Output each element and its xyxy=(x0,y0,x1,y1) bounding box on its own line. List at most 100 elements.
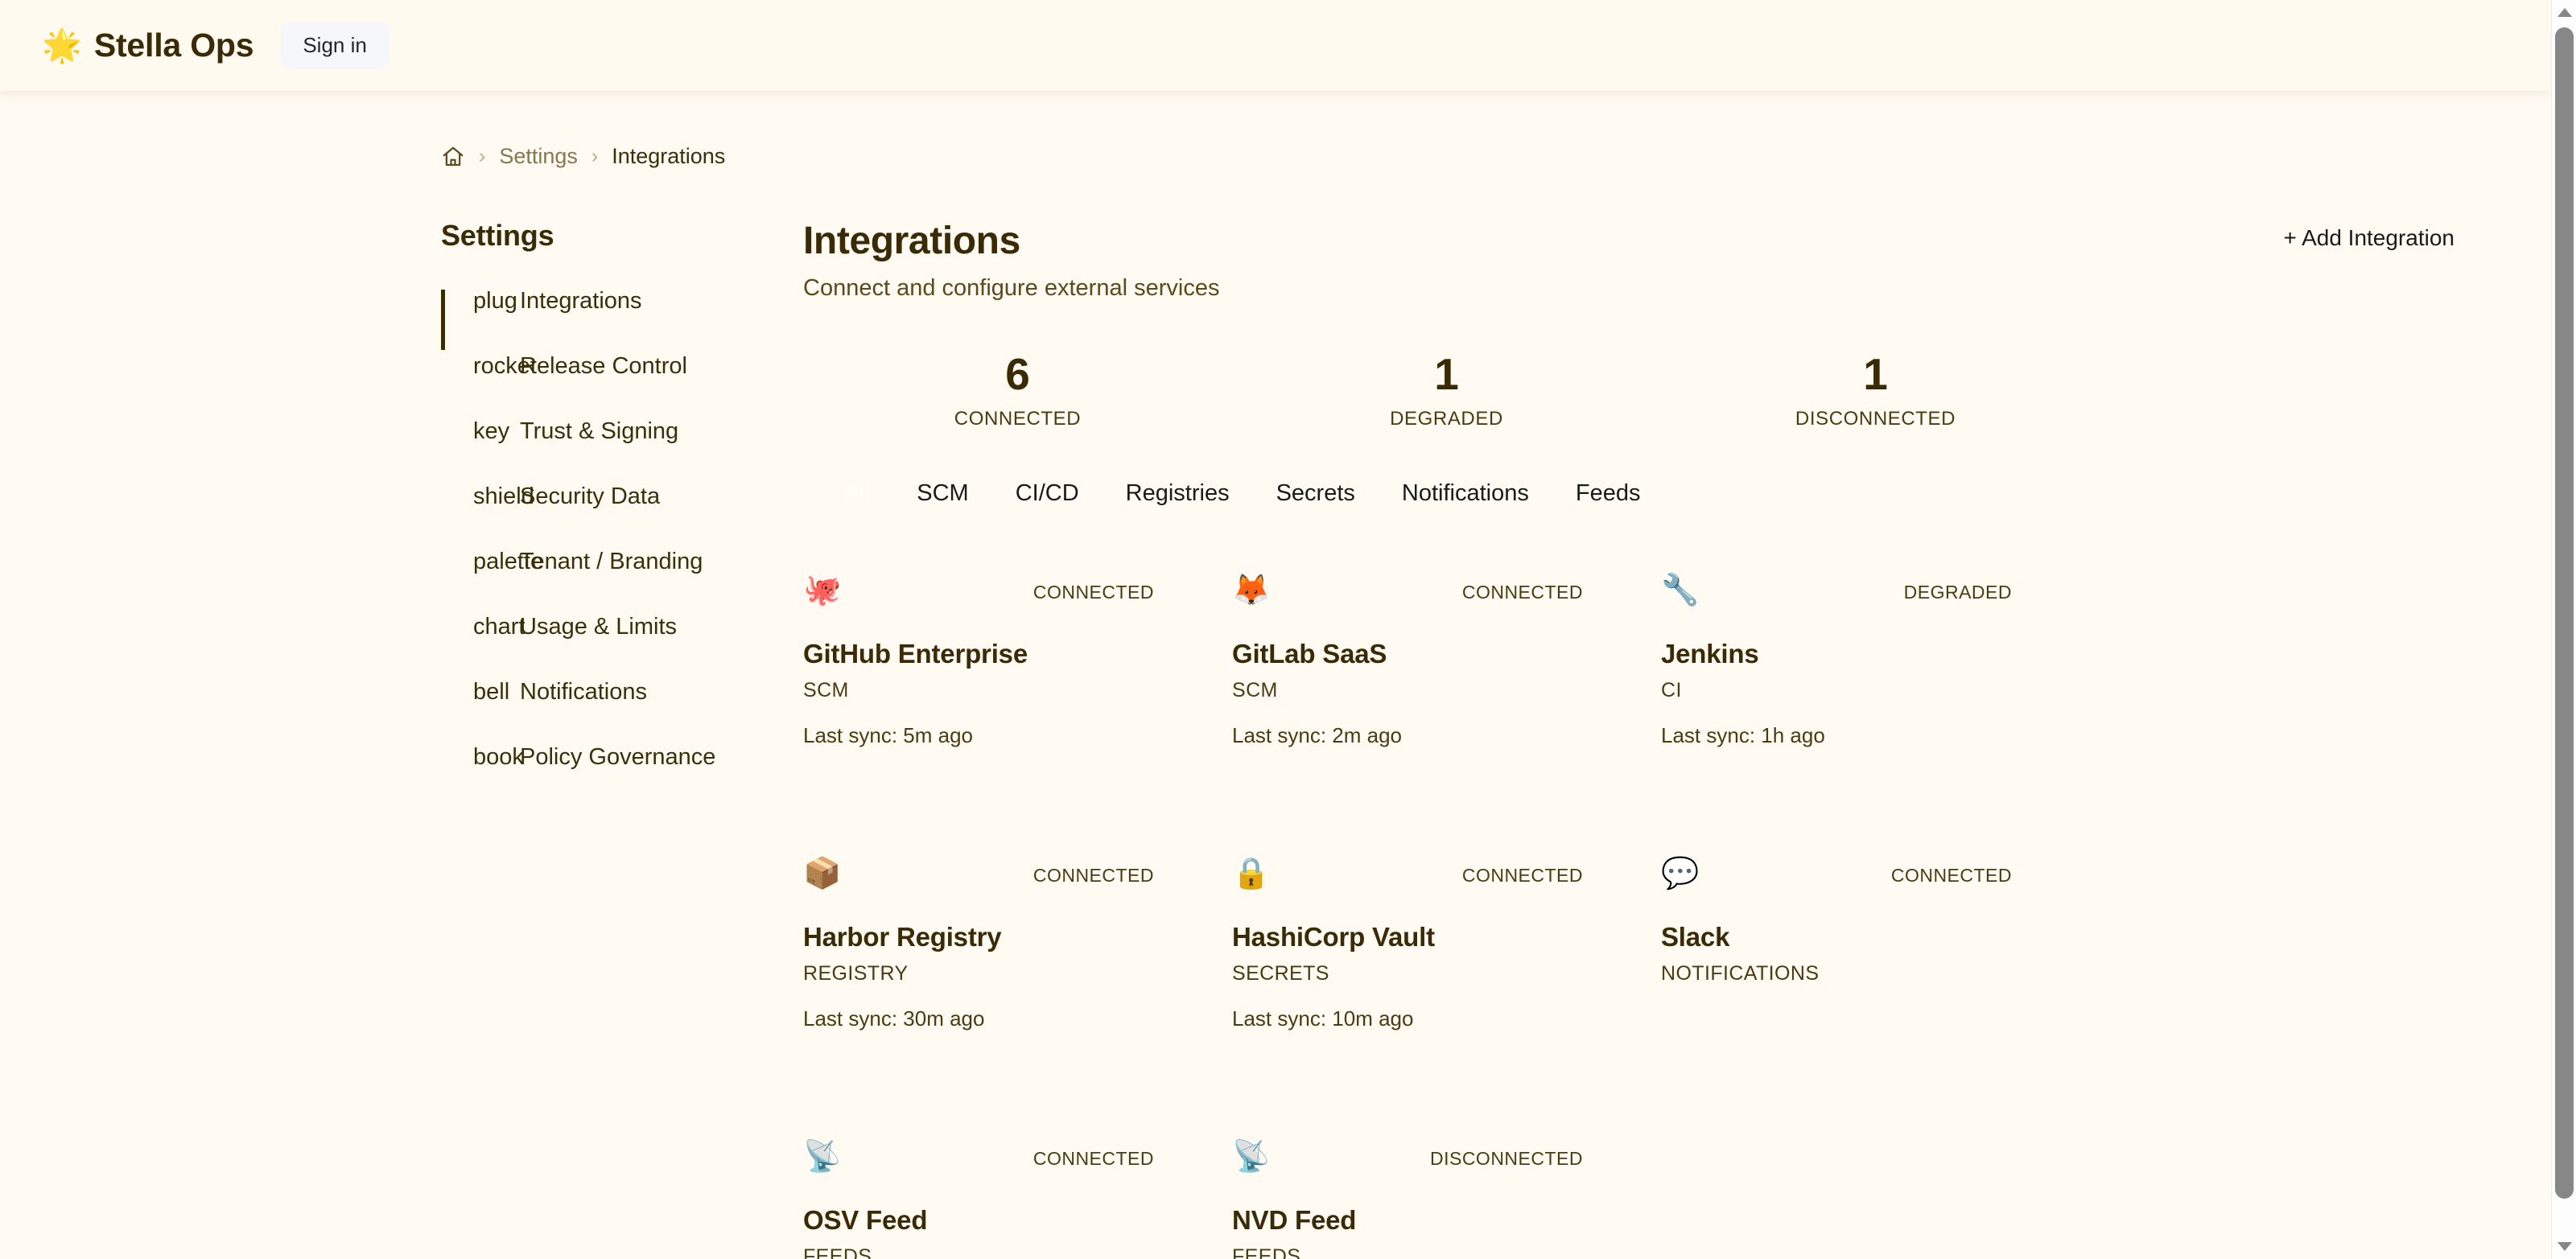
integration-card[interactable]: 📦 CONNECTED Harbor Registry REGISTRY Las… xyxy=(803,858,1232,1031)
brand[interactable]: 🌟 Stella Ops xyxy=(42,27,254,64)
card-title: HashiCorp Vault xyxy=(1232,921,1435,952)
status-badge: CONNECTED xyxy=(1461,581,1583,603)
integration-card[interactable]: 🐙 CONNECTED GitHub Enterprise SCM Last s… xyxy=(803,575,1232,748)
add-integration-button[interactable]: + Add Integration xyxy=(2283,225,2454,250)
tab-secrets[interactable]: Secrets xyxy=(1276,479,1355,506)
app-header: 🌟 Stella Ops Sign in xyxy=(0,0,2551,91)
breadcrumb-item-integrations: Integrations xyxy=(612,144,726,168)
sidebar-item-label: Notifications xyxy=(520,679,647,705)
card-title: GitLab SaaS xyxy=(1232,638,1387,669)
tab-cicd[interactable]: CI/CD xyxy=(1015,479,1079,506)
sidebar-item-tenant-branding[interactable]: palette Tenant / Branding xyxy=(473,549,703,574)
main-header-text: Integrations Connect and configure exter… xyxy=(803,219,1219,302)
card-top: 📦 CONNECTED xyxy=(803,858,1232,900)
sidebar-item-label: Security Data xyxy=(520,483,661,509)
card-top: 🐙 CONNECTED xyxy=(803,575,1232,617)
fox-icon: 🦊 xyxy=(1232,573,1271,607)
sidebar-item-integrations[interactable]: plug Integrations xyxy=(441,288,793,353)
card-title: OSV Feed xyxy=(803,1204,928,1235)
integration-card[interactable]: 📡 DISCONNECTED NVD Feed FEEDS xyxy=(1232,1142,1661,1259)
card-last-sync: Last sync: 5m ago xyxy=(803,722,973,747)
sign-in-button[interactable]: Sign in xyxy=(281,22,389,69)
integration-card[interactable]: 🦊 CONNECTED GitLab SaaS SCM Last sync: 2… xyxy=(1232,575,1661,748)
tab-scm[interactable]: SCM xyxy=(917,479,969,506)
satellite-antenna-icon: 📡 xyxy=(803,1139,842,1174)
speech-balloon-icon: 💬 xyxy=(1661,856,1700,891)
stat-label: DISCONNECTED xyxy=(1795,407,1956,430)
status-badge: DEGRADED xyxy=(1903,581,2012,603)
scroll-down-arrow-icon[interactable] xyxy=(2552,1234,2576,1259)
sidebar-item-label: Usage & Limits xyxy=(520,614,678,640)
sidebar-item-release-control[interactable]: rocket Release Control xyxy=(473,353,687,379)
integration-card[interactable]: 🔧 DEGRADED Jenkins CI Last sync: 1h ago xyxy=(1661,575,2090,748)
card-title: Jenkins xyxy=(1661,638,1759,669)
stat-value: 1 xyxy=(1434,349,1459,399)
card-category: SECRETS xyxy=(1232,961,1329,985)
star-logo-icon: 🌟 xyxy=(42,27,82,64)
stat-label: CONNECTED xyxy=(954,407,1082,430)
sidebar-item-security-data[interactable]: shield Security Data xyxy=(473,483,661,509)
sidebar-item-label: Release Control xyxy=(520,353,687,379)
card-category: FEEDS xyxy=(1232,1245,1301,1259)
sidebar-item-label: Policy Governance xyxy=(520,744,716,770)
scroll-up-arrow-icon[interactable] xyxy=(2552,0,2576,25)
stat-degraded: 1 DEGRADED xyxy=(1232,349,1661,430)
card-title: Harbor Registry xyxy=(803,921,1002,952)
card-last-sync: Last sync: 2m ago xyxy=(1232,722,1402,747)
card-category: NOTIFICATIONS xyxy=(1661,961,1820,985)
main-panel: Integrations Connect and configure exter… xyxy=(793,219,2551,1259)
card-category: REGISTRY xyxy=(803,961,909,985)
card-last-sync: Last sync: 10m ago xyxy=(1232,1006,1414,1031)
tab-notifications[interactable]: Notifications xyxy=(1401,479,1529,506)
scrollbar-thumb[interactable] xyxy=(2555,27,2574,1199)
card-category: CI xyxy=(1661,678,1682,702)
card-title: NVD Feed xyxy=(1232,1204,1357,1235)
sidebar-item-policy-governance[interactable]: book Policy Governance xyxy=(473,744,716,770)
sidebar-item-label: Tenant / Branding xyxy=(520,549,703,574)
card-last-sync xyxy=(1661,1006,2090,1031)
status-badge: CONNECTED xyxy=(1032,581,1154,603)
card-top: 🔒 CONNECTED xyxy=(1232,858,1661,900)
breadcrumb: › Settings › Integrations xyxy=(0,91,2551,169)
status-badge: CONNECTED xyxy=(1890,864,2012,886)
tab-registries[interactable]: Registries xyxy=(1125,479,1230,506)
status-badge: CONNECTED xyxy=(1461,864,1583,886)
tab-feeds[interactable]: Feeds xyxy=(1575,479,1641,506)
sidebar-item-label: Integrations xyxy=(520,288,642,314)
sidebar-item-usage-and-limits[interactable]: chart Usage & Limits xyxy=(473,614,678,640)
browser-scrollbar[interactable] xyxy=(2551,0,2576,1259)
integration-card[interactable]: 🔒 CONNECTED HashiCorp Vault SECRETS Last… xyxy=(1232,858,1661,1031)
card-top: 📡 DISCONNECTED xyxy=(1232,1142,1661,1183)
brand-name: Stella Ops xyxy=(93,27,254,64)
breadcrumb-separator: › xyxy=(591,145,599,167)
category-tabs: All SCM CI/CD Registries Secrets Notific… xyxy=(803,472,2454,515)
page-title: Integrations xyxy=(803,220,1020,262)
stat-connected: 6 CONNECTED xyxy=(803,351,1232,430)
card-last-sync: Last sync: 1h ago xyxy=(1661,722,1825,747)
satellite-antenna-icon: 📡 xyxy=(1232,1139,1271,1174)
breadcrumb-item-settings[interactable]: Settings xyxy=(499,144,578,168)
lock-icon: 🔒 xyxy=(1232,856,1271,891)
card-category: SCM xyxy=(803,678,849,702)
status-badge: CONNECTED xyxy=(1032,864,1154,886)
card-top: 🦊 CONNECTED xyxy=(1232,575,1661,617)
wrench-icon: 🔧 xyxy=(1661,573,1700,607)
card-category: SCM xyxy=(1232,678,1278,702)
sidebar-item-label: Trust & Signing xyxy=(520,418,679,444)
integration-card[interactable]: 📡 CONNECTED OSV Feed FEEDS Last sync: 1h… xyxy=(803,1142,1232,1259)
sidebar-item-trust-and-signing[interactable]: key Trust & Signing xyxy=(473,418,679,444)
card-top: 💬 CONNECTED xyxy=(1661,858,2090,900)
card-category: FEEDS xyxy=(803,1245,872,1259)
card-title: GitHub Enterprise xyxy=(803,638,1028,669)
home-icon[interactable] xyxy=(441,145,465,169)
octopus-icon: 🐙 xyxy=(803,573,842,607)
sidebar-item-notifications[interactable]: bell Notifications xyxy=(473,679,647,705)
stat-disconnected: 1 DISCONNECTED xyxy=(1661,349,2090,430)
stat-label: DEGRADED xyxy=(1390,407,1503,430)
sidebar-title: Settings xyxy=(441,219,554,252)
tab-all[interactable]: All xyxy=(844,479,871,506)
integration-card[interactable]: 💬 CONNECTED Slack NOTIFICATIONS xyxy=(1661,858,2090,1031)
status-badge: DISCONNECTED xyxy=(1429,1147,1583,1169)
stat-value: 1 xyxy=(1863,349,1888,399)
